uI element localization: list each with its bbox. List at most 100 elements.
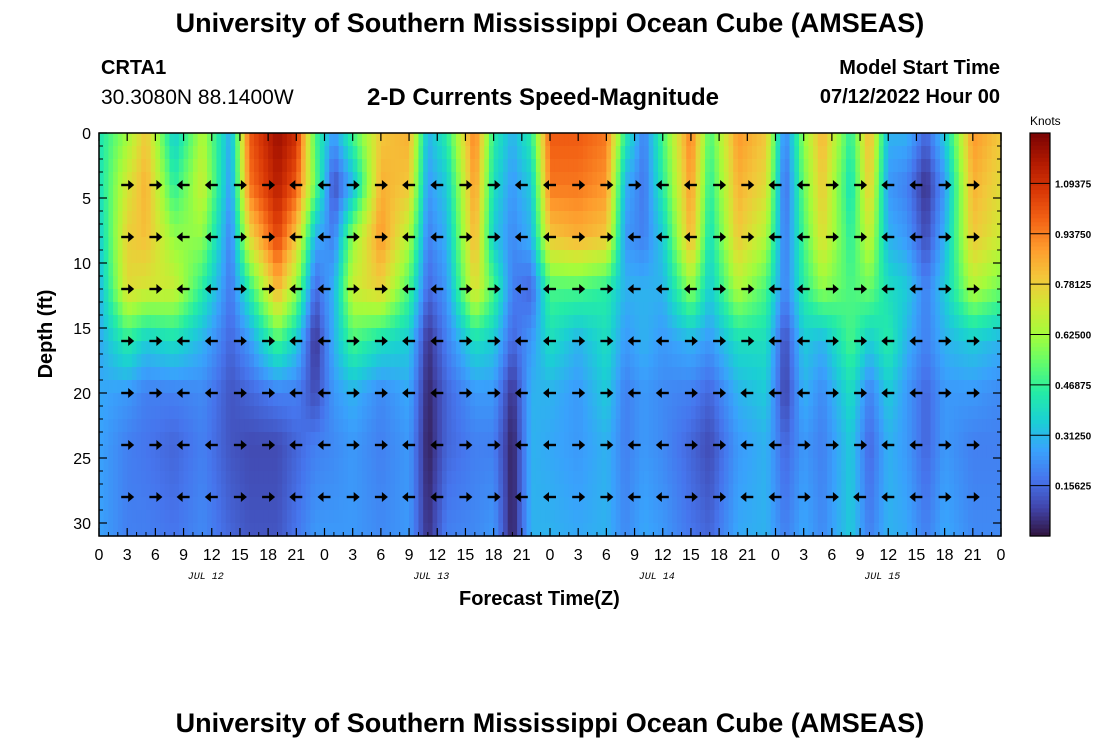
heatmap-cell [606, 133, 612, 147]
heatmap-cell [488, 432, 495, 446]
heatmap-cell [841, 133, 847, 147]
heatmap-cell [860, 354, 866, 368]
heatmap-cell [639, 159, 645, 173]
heatmap-cell [845, 315, 852, 329]
heatmap-cell [507, 276, 514, 290]
heatmap-cell [634, 432, 640, 446]
heatmap-cell [559, 328, 565, 342]
heatmap-cell [714, 432, 720, 446]
heatmap-cell [333, 393, 340, 407]
heatmap-cell [916, 302, 922, 316]
heatmap-cell [409, 328, 415, 342]
heatmap-cell [99, 445, 105, 459]
heatmap-cell [921, 185, 927, 199]
heatmap-cell [239, 458, 246, 472]
heatmap-cell [681, 445, 687, 459]
heatmap-cell [977, 250, 983, 264]
heatmap-cell [695, 172, 701, 186]
heatmap-cell [761, 419, 767, 433]
heatmap-cell [441, 224, 448, 238]
heatmap-cell [263, 406, 269, 420]
heatmap-cell [648, 393, 654, 407]
heatmap-cell [488, 237, 495, 251]
heatmap-cell [390, 211, 396, 225]
heatmap-cell [99, 146, 105, 160]
heatmap-cell [719, 445, 725, 459]
heatmap-cell [963, 276, 969, 290]
heatmap-cell [103, 185, 109, 199]
heatmap-cell [878, 172, 885, 186]
heatmap-cell [658, 315, 664, 329]
heatmap-cell [413, 250, 420, 264]
heatmap-cell [338, 445, 344, 459]
heatmap-cell [235, 367, 241, 381]
heatmap-cell [474, 354, 481, 368]
heatmap-cell [385, 341, 391, 355]
heatmap-cell [427, 237, 434, 251]
heatmap-cell [197, 198, 203, 212]
heatmap-cell [122, 133, 128, 147]
heatmap-cell [272, 276, 279, 290]
heatmap-cell [907, 393, 913, 407]
heatmap-cell [418, 289, 424, 303]
heatmap-cell [315, 159, 321, 173]
heatmap-cell [531, 302, 537, 316]
heatmap-cell [874, 445, 880, 459]
heatmap-cell [498, 198, 504, 212]
heatmap-cell [582, 341, 589, 355]
heatmap-cell [690, 263, 697, 277]
heatmap-cell [362, 250, 368, 264]
heatmap-cell [517, 432, 523, 446]
heatmap-cell [423, 432, 429, 446]
heatmap-cell [338, 341, 344, 355]
heatmap-cell [559, 419, 565, 433]
heatmap-cell [329, 198, 335, 212]
heatmap-cell [324, 380, 330, 394]
heatmap-cell [672, 237, 678, 251]
heatmap-cell [249, 133, 255, 147]
heatmap-cell [963, 224, 969, 238]
heatmap-cell [432, 302, 438, 316]
heatmap-cell [319, 224, 326, 238]
heatmap-cell [352, 250, 358, 264]
heatmap-cell [845, 419, 852, 433]
heatmap-cell [150, 406, 156, 420]
heatmap-cell [160, 250, 166, 264]
heatmap-cell [127, 263, 133, 277]
heatmap-cell [202, 146, 208, 160]
heatmap-cell [653, 289, 659, 303]
heatmap-cell [705, 393, 711, 407]
heatmap-cell [432, 159, 438, 173]
heatmap-cell [211, 224, 218, 238]
heatmap-cell [780, 237, 786, 251]
heatmap-cell [864, 224, 871, 238]
heatmap-cell [864, 315, 871, 329]
heatmap-cell [855, 159, 861, 173]
heatmap-cell [629, 445, 636, 459]
heatmap-cell [963, 419, 969, 433]
heatmap-cell [183, 263, 189, 277]
heatmap-cell [611, 458, 617, 472]
heatmap-cell [944, 211, 950, 225]
heatmap-cell [192, 354, 199, 368]
heatmap-cell [883, 133, 889, 147]
heatmap-cell [775, 237, 781, 251]
heatmap-cell [808, 302, 814, 316]
heatmap-cell [658, 237, 664, 251]
heatmap-cell [333, 146, 340, 160]
heatmap-cell [700, 276, 706, 290]
heatmap-cell [911, 341, 918, 355]
heatmap-cell [784, 276, 791, 290]
heatmap-cell [244, 276, 250, 290]
heatmap-cell [413, 211, 420, 225]
heatmap-cell [488, 302, 495, 316]
heatmap-cell [178, 250, 185, 264]
heatmap-cell [188, 367, 194, 381]
heatmap-cell [587, 367, 593, 381]
heatmap-cell [380, 406, 387, 420]
heatmap-cell [99, 237, 105, 251]
heatmap-cell [446, 172, 452, 186]
heatmap-cell [291, 302, 297, 316]
heatmap-cell [996, 237, 1002, 251]
heatmap-cell [127, 432, 133, 446]
